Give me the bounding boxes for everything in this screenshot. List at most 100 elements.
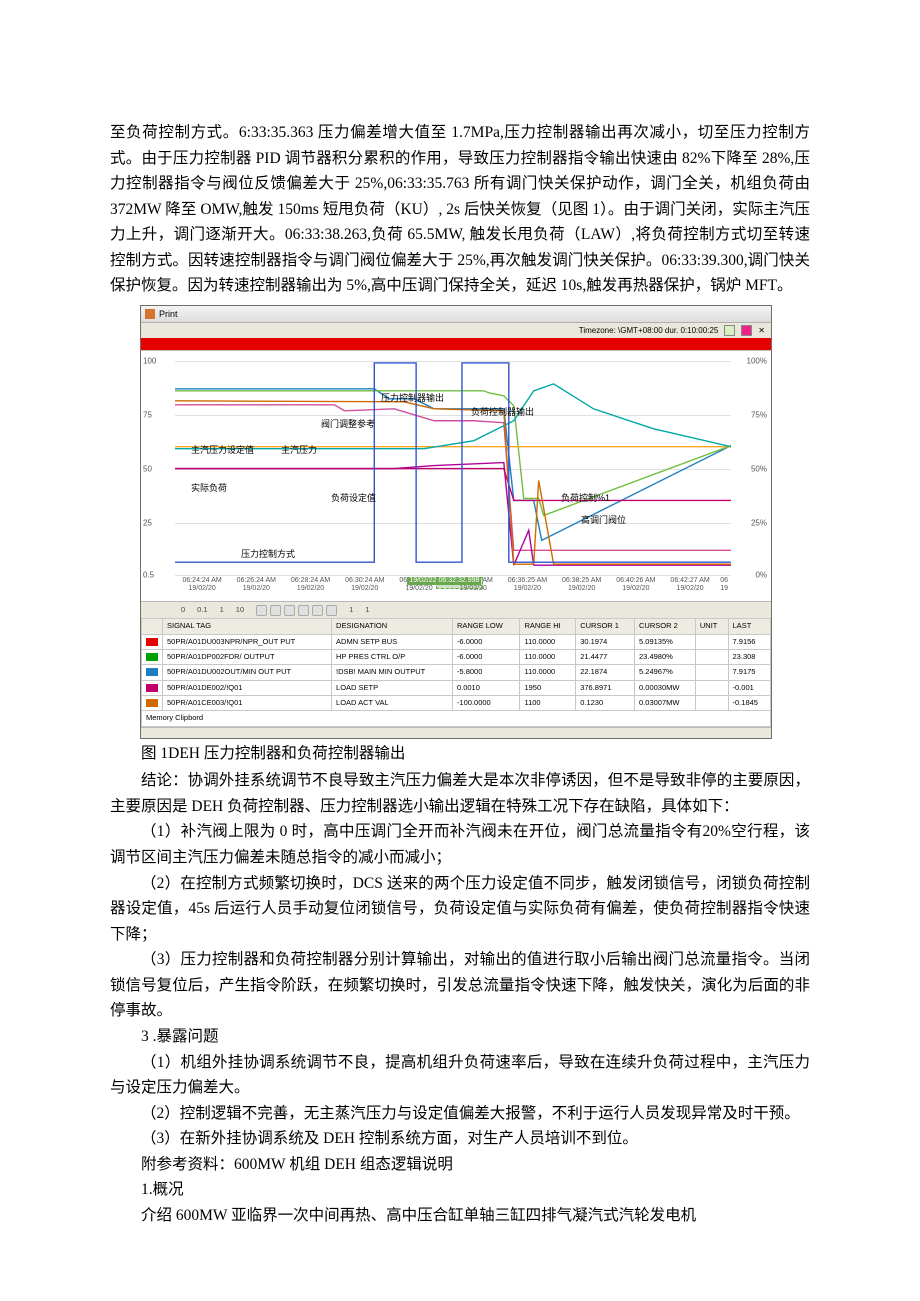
nav-dot[interactable] xyxy=(256,605,267,616)
x-tick: 06:28:24 AM 19/02/20 xyxy=(283,577,337,601)
paragraph-ref: 附参考资料：600MW 机组 DEH 组态逻辑说明 xyxy=(110,1152,810,1178)
legend-rhi: 110.0000 xyxy=(520,649,576,664)
x-tick: 06:24:24 AM 19/02/20 xyxy=(175,577,229,601)
nav-dots xyxy=(256,605,337,616)
legend-unit xyxy=(695,634,728,649)
nav-dot[interactable] xyxy=(270,605,281,616)
series-line xyxy=(175,469,731,501)
legend-col: SIGNAL TAG xyxy=(163,619,332,634)
legend-c2: 23.4980% xyxy=(635,649,696,664)
legend-tag: 50PR/A01DU002OUT/MIN OUT PUT xyxy=(163,665,332,680)
legend-table: SIGNAL TAG DESIGNATION RANGE LOW RANGE H… xyxy=(141,618,771,727)
legend-last: 7.9175 xyxy=(728,665,770,680)
status-box-2 xyxy=(741,325,752,336)
nav-dot[interactable] xyxy=(312,605,323,616)
x-tick: 06:36:25 AM 19/02/20 xyxy=(500,577,554,601)
legend-col: RANGE HI xyxy=(520,619,576,634)
legend-swatch xyxy=(142,649,163,664)
chart-window: Print Timezone: \GMT+08:00 dur. 0:10:00:… xyxy=(140,305,772,739)
legend-rlow: -100.0000 xyxy=(452,696,520,711)
legend-col: DESIGNATION xyxy=(332,619,453,634)
series-line xyxy=(175,401,731,564)
legend-desig: LOAD ACT VAL xyxy=(332,696,453,711)
legend-col: RANGE LOW xyxy=(452,619,520,634)
x-tick: 06:26:24 AM 19/02/20 xyxy=(229,577,283,601)
paragraph-item-3: （3）压力控制器和负荷控制器分别计算输出，对输出的值进行取小后输出阀门总流量指令… xyxy=(110,947,810,1024)
zoom-val: 0.1 xyxy=(197,604,207,616)
zoom-val: 10 xyxy=(236,604,244,616)
legend-tag: 50PR/A01CE003/!Q01 xyxy=(163,696,332,711)
legend-footer-row: Memory Clipbord xyxy=(142,711,771,726)
paragraph-overview: 介绍 600MW 亚临界一次中间再热、高中压合缸单轴三缸四排气凝汽式汽轮发电机 xyxy=(110,1203,810,1229)
legend-header-row: SIGNAL TAG DESIGNATION RANGE LOW RANGE H… xyxy=(142,619,771,634)
legend-unit xyxy=(695,665,728,680)
nav-dot[interactable] xyxy=(284,605,295,616)
legend-col: CURSOR 2 xyxy=(635,619,696,634)
y-right-tick: 75% xyxy=(751,409,767,422)
y-left-tick: 25 xyxy=(143,517,152,530)
legend-rhi: 110.0000 xyxy=(520,665,576,680)
nav-dot[interactable] xyxy=(326,605,337,616)
legend-tag: 50PR/A01DU003NPR/NPR_OUT PUT xyxy=(163,634,332,649)
legend-swatch xyxy=(142,680,163,695)
legend-unit xyxy=(695,649,728,664)
x-tick: 06:42:27 AM 19/02/20 xyxy=(663,577,717,601)
legend-desig: LOAD SETP xyxy=(332,680,453,695)
legend-c1: 21.4477 xyxy=(576,649,635,664)
legend-row[interactable]: 50PR/A01DE002/!Q01LOAD SETP0.00101950376… xyxy=(142,680,771,695)
paragraph-item-1: （1）补汽阀上限为 0 时，高中压调门全开而补汽阀未在开位，阀门总流量指令有20… xyxy=(110,819,810,870)
legend-tag: 50PR/A01DP002FDR/ OUTPUT xyxy=(163,649,332,664)
legend-tag: 50PR/A01DE002/!Q01 xyxy=(163,680,332,695)
series-label: 负荷控制%1 xyxy=(561,491,610,506)
series-label: 压力控制方式 xyxy=(241,547,295,562)
legend-c1: 22.1874 xyxy=(576,665,635,680)
nav-dot[interactable] xyxy=(298,605,309,616)
legend-rlow: -6.0000 xyxy=(452,649,520,664)
legend-col: CURSOR 1 xyxy=(576,619,635,634)
legend-rhi: 1950 xyxy=(520,680,576,695)
timezone-label: Timezone: \GMT+08:00 dur. 0:10:00:25 xyxy=(579,324,719,337)
legend-last: 7.9156 xyxy=(728,634,770,649)
heading-overview: 1.概况 xyxy=(110,1177,810,1203)
document-page: 至负荷控制方式。6:33:35.363 压力偏差增大值至 1.7MPa,压力控制… xyxy=(0,0,920,1288)
legend-row[interactable]: 50PR/A01DU003NPR/NPR_OUT PUTADMN SETP BU… xyxy=(142,634,771,649)
legend-last: -0.001 xyxy=(728,680,770,695)
legend-last: 23.308 xyxy=(728,649,770,664)
legend-rlow: -6.0000 xyxy=(452,634,520,649)
series-line xyxy=(175,363,731,562)
legend-swatch xyxy=(142,665,163,680)
legend-footer: Memory Clipbord xyxy=(142,711,771,726)
legend-desig: HP PRES CTRL O/P xyxy=(332,649,453,664)
legend-row[interactable]: 50PR/A01DP002FDR/ OUTPUTHP PRES CTRL O/P… xyxy=(142,649,771,664)
legend-row[interactable]: 50PR/A01DU002OUT/MIN OUT PUT!DSB! MAIN M… xyxy=(142,665,771,680)
legend-rhi: 110.0000 xyxy=(520,634,576,649)
legend-col-swatch xyxy=(142,619,163,634)
zoom-val: 1 xyxy=(365,604,369,616)
legend-c2: 5.09135% xyxy=(635,634,696,649)
series-label: 负荷控制器输出 xyxy=(471,405,534,420)
y-right-tick: 25% xyxy=(751,517,767,530)
y-right-tick: 50% xyxy=(751,463,767,476)
x-tick: 06 19 xyxy=(717,577,731,601)
close-icon[interactable]: ✕ xyxy=(758,324,765,337)
series-label: 阀门调整参考 xyxy=(321,417,375,432)
legend-swatch xyxy=(142,696,163,711)
zoom-val: 1 xyxy=(220,604,224,616)
selection-band[interactable]: 19/02/22 06:32:32.998 xyxy=(436,577,482,589)
y-left-tick: 0.5 xyxy=(143,569,154,582)
y-left-tick: 50 xyxy=(143,463,152,476)
legend-c2: 0.00030MW xyxy=(635,680,696,695)
chart-statusbar xyxy=(141,727,771,738)
legend-unit xyxy=(695,680,728,695)
series-line xyxy=(175,384,731,449)
x-axis: 19/02/22 06:32:32.998 06:24:24 AM 19/02/… xyxy=(175,577,731,601)
legend-c2: 0.03007MW xyxy=(635,696,696,711)
legend-unit xyxy=(695,696,728,711)
x-tick: 06:38:25 AM 19/02/20 xyxy=(555,577,609,601)
legend-rlow: 0.0010 xyxy=(452,680,520,695)
paragraph-item-2: （2）在控制方式频繁切换时，DCS 送来的两个压力设定值不同步，触发闭锁信号，闭… xyxy=(110,871,810,948)
legend-row[interactable]: 50PR/A01CE003/!Q01LOAD ACT VAL-100.00001… xyxy=(142,696,771,711)
legend-last: -0.1845 xyxy=(728,696,770,711)
chart-titlebar: Print xyxy=(141,306,771,323)
series-label: 压力控制器输出 xyxy=(381,391,444,406)
